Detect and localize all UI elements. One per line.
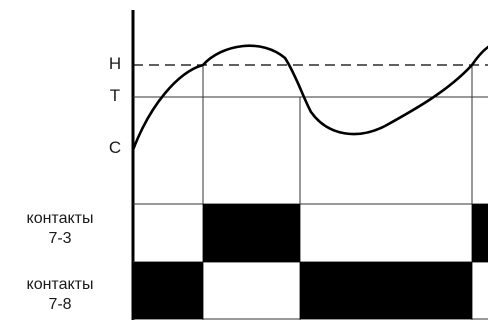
level-c-label: C xyxy=(108,138,122,157)
contacts-7-3-label-line2: 7-3 xyxy=(48,230,72,247)
contacts-7-3-on-block-1 xyxy=(203,204,300,262)
contacts-7-8-label-line2: 7-8 xyxy=(48,296,72,313)
contacts-7-8-label-line1: контакты xyxy=(26,276,94,293)
contacts-7-8-on-block-2 xyxy=(300,262,472,319)
level-t-label: T xyxy=(109,86,121,105)
contacts-7-3-label-line1: контакты xyxy=(26,210,94,227)
temperature-curve xyxy=(131,44,488,152)
contacts-7-3-on-block-2 xyxy=(472,204,488,262)
contacts-7-8-on-block-1 xyxy=(134,262,203,319)
level-h-label: H xyxy=(108,54,122,73)
